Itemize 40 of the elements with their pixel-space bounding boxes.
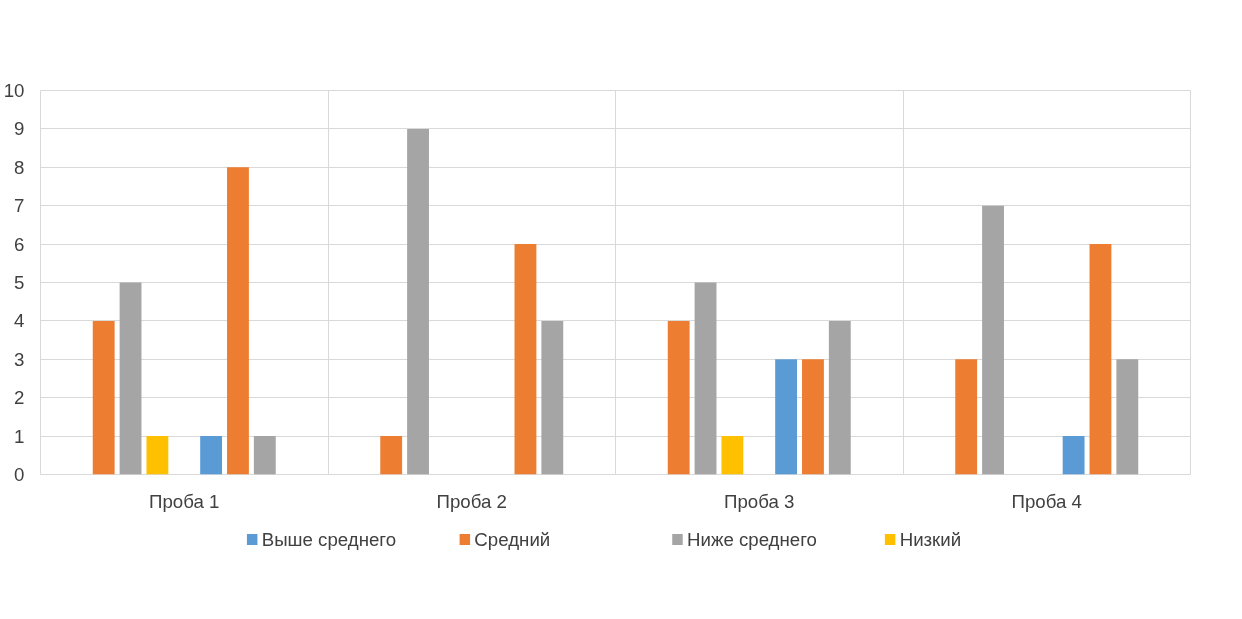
y-tick-label: 8 — [14, 156, 25, 178]
legend-label: Низкий — [899, 529, 962, 550]
bar — [828, 320, 851, 475]
y-tick-label: 6 — [14, 233, 25, 255]
legend-label: Ниже среднего — [687, 529, 817, 550]
bar — [694, 282, 717, 475]
y-tick-label: 3 — [14, 348, 25, 370]
bar — [119, 282, 142, 475]
y-tick-label: 10 — [3, 80, 25, 101]
bar — [955, 359, 978, 475]
y-tick-label: 2 — [14, 387, 25, 409]
bar — [1116, 359, 1139, 475]
bar — [92, 320, 115, 475]
bar — [407, 128, 429, 475]
bar — [146, 436, 169, 475]
y-tick-label: 7 — [14, 195, 25, 217]
bar — [253, 436, 276, 475]
y-tick-label: 9 — [14, 118, 25, 140]
y-tick-label: 5 — [14, 272, 25, 293]
bar — [1089, 244, 1112, 475]
bar — [802, 359, 824, 475]
bar — [200, 436, 223, 475]
x-tick-label: Проба 4 — [1011, 490, 1082, 512]
legend-label: Средний — [474, 529, 551, 550]
legend-label: Выше среднего — [261, 529, 397, 550]
bar — [775, 359, 798, 475]
bar — [380, 436, 403, 475]
bar — [514, 244, 537, 475]
bar — [721, 436, 744, 475]
x-tick-label: Проба 3 — [724, 490, 795, 512]
bar — [1062, 436, 1085, 475]
y-tick-label: 0 — [14, 464, 25, 485]
bar — [541, 320, 564, 475]
bar — [227, 167, 249, 475]
x-tick-label: Проба 2 — [436, 490, 507, 512]
y-tick-label: 4 — [14, 310, 25, 332]
bar — [667, 320, 690, 475]
bar — [982, 205, 1004, 475]
y-tick-label: 1 — [14, 425, 25, 447]
x-tick-label: Проба 1 — [149, 490, 220, 512]
